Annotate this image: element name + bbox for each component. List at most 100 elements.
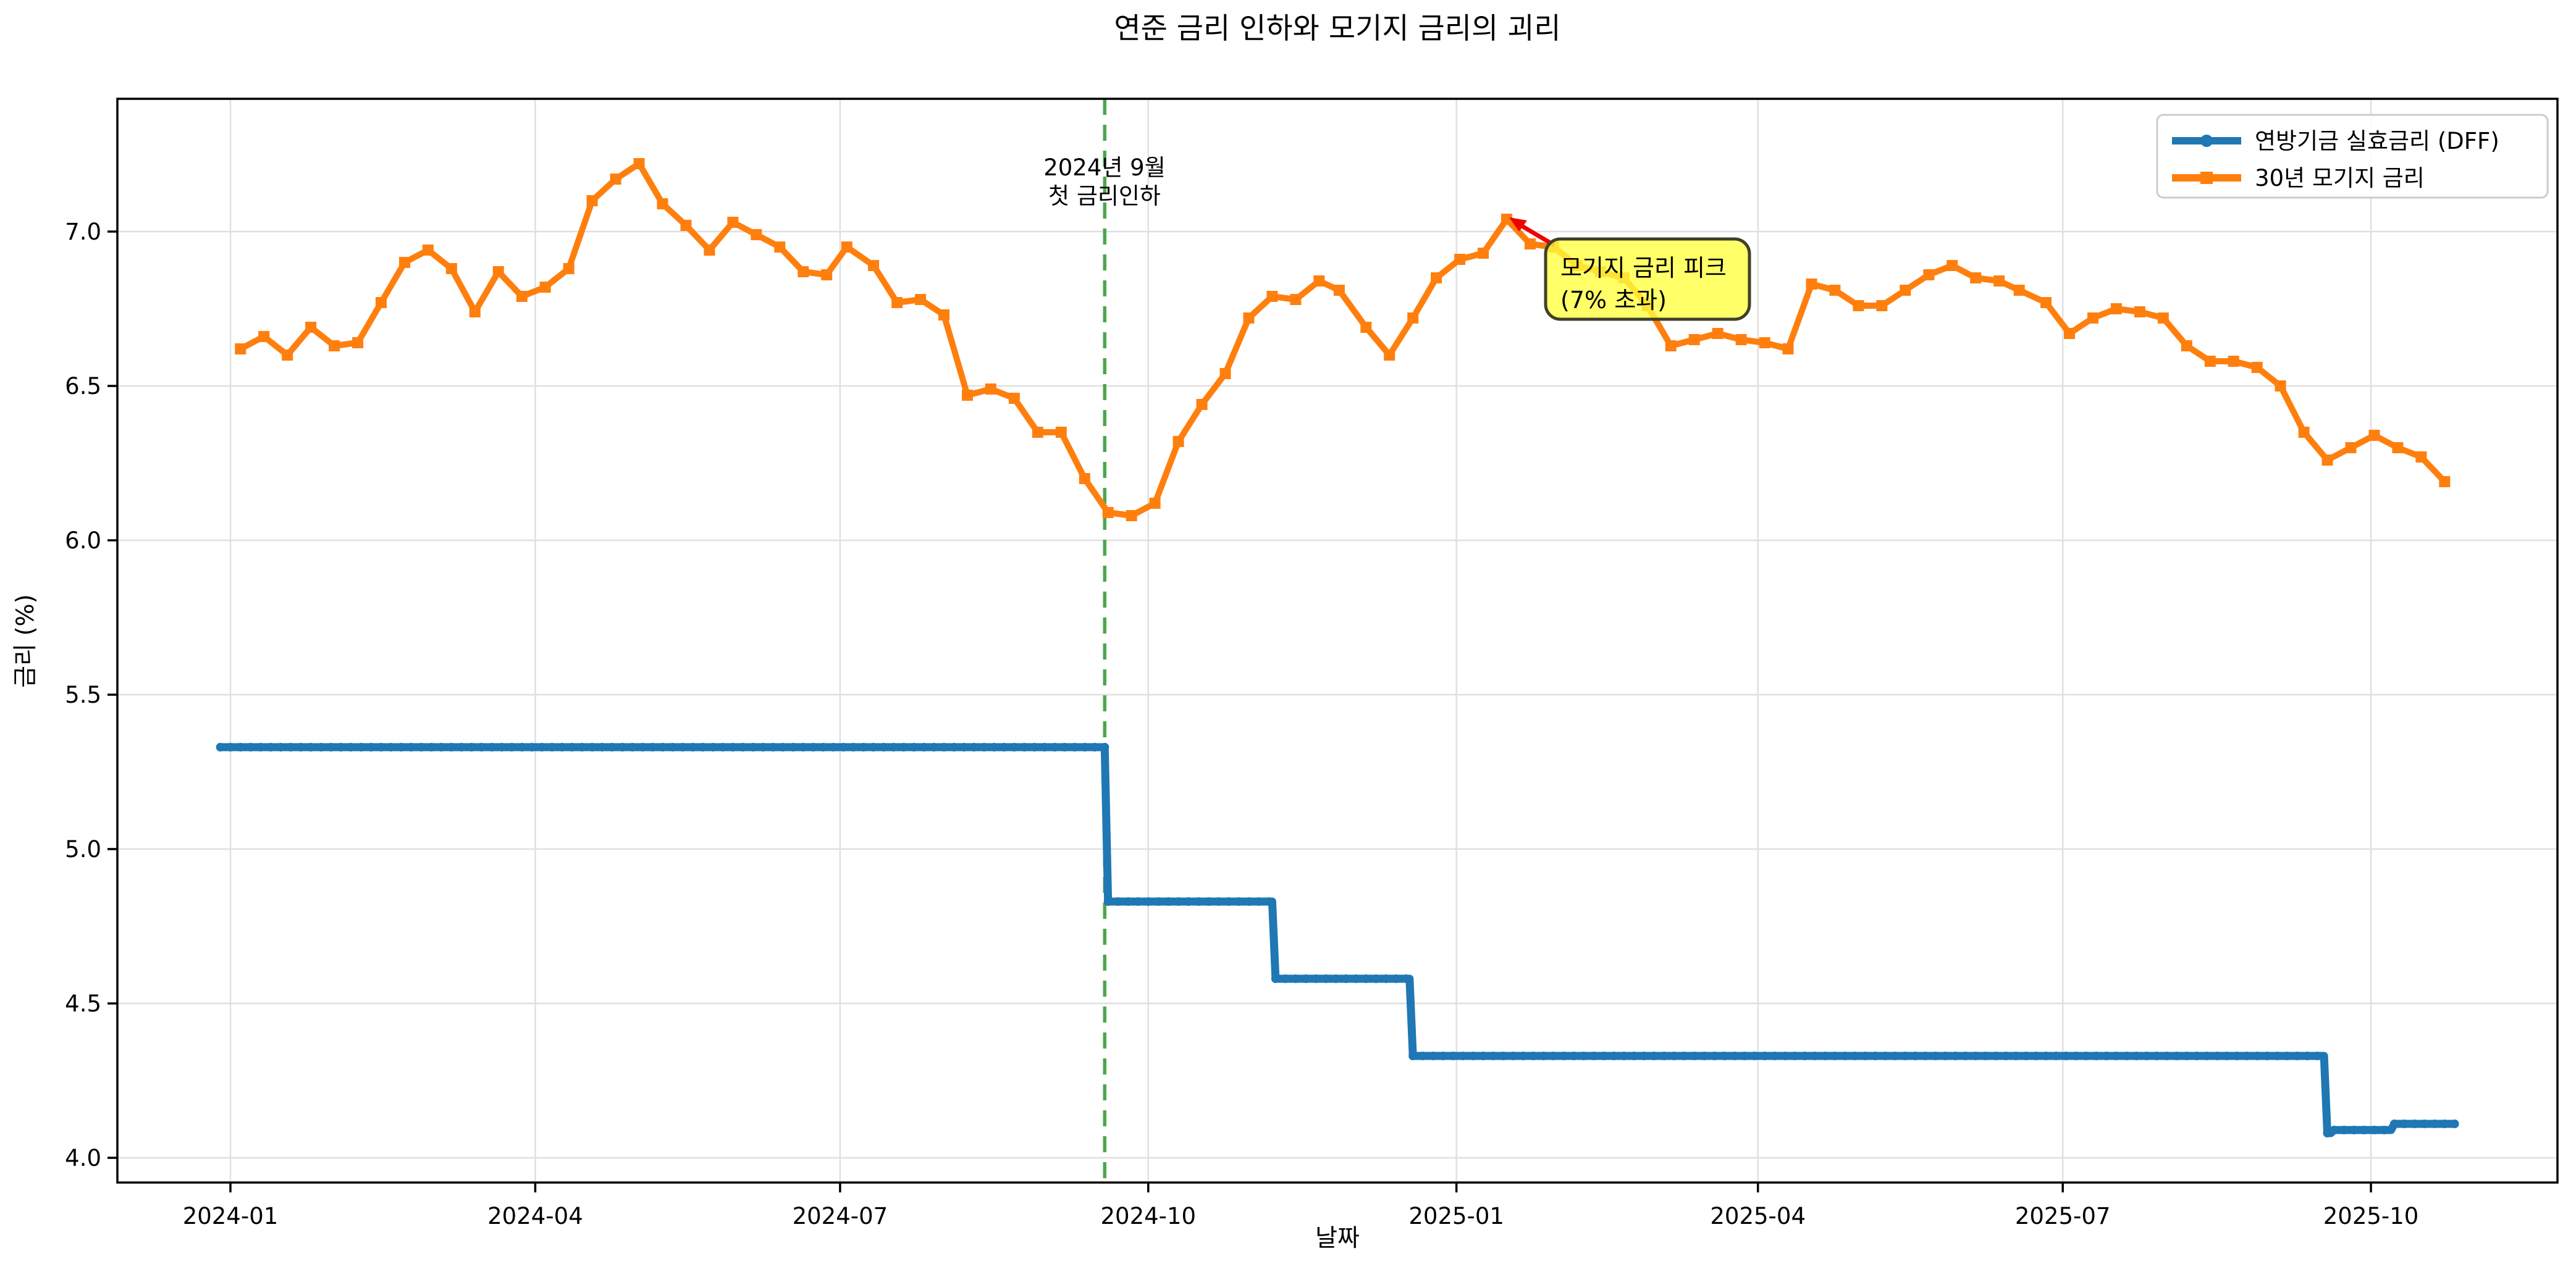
- dff-marker: [1579, 1052, 1588, 1060]
- dff-marker: [497, 743, 507, 752]
- dff-marker: [387, 743, 396, 752]
- mortgage-marker: [2204, 356, 2216, 367]
- dff-marker: [2042, 1052, 2050, 1060]
- dff-marker: [1710, 1052, 1719, 1060]
- dff-marker: [940, 743, 948, 752]
- dff-marker: [1449, 1052, 1458, 1060]
- dff-marker: [889, 743, 898, 752]
- mortgage-marker: [868, 260, 880, 271]
- dff-marker: [1790, 1052, 1799, 1060]
- rate-cut-label-line2: 첫 금리인하: [1048, 183, 1161, 209]
- dff-marker: [1609, 1052, 1618, 1060]
- mortgage-marker: [2157, 312, 2169, 324]
- dff-marker: [2339, 1126, 2349, 1134]
- mortgage-marker: [1102, 507, 1114, 518]
- dff-marker: [1154, 897, 1163, 906]
- dff-marker: [1311, 974, 1320, 983]
- dff-marker: [1134, 897, 1143, 906]
- mortgage-marker: [2013, 285, 2025, 296]
- mortgage-marker: [1243, 312, 1255, 324]
- dff-marker: [1468, 1052, 1478, 1060]
- plot-border: [116, 98, 2559, 1184]
- dff-marker: [1281, 974, 1290, 983]
- dff-marker: [1659, 1052, 1669, 1060]
- dff-marker: [2071, 1052, 2081, 1060]
- dff-marker: [1599, 1052, 1609, 1060]
- mortgage-marker: [469, 306, 481, 317]
- mortgage-marker: [1501, 214, 1512, 225]
- mortgage-marker: [1478, 248, 1489, 259]
- dff-marker: [1720, 1052, 1729, 1060]
- dff-marker: [2212, 1052, 2221, 1060]
- mortgage-marker: [1032, 427, 1043, 438]
- dff-marker: [1254, 897, 1263, 906]
- dff-marker: [1630, 1052, 1639, 1060]
- dff-marker: [2283, 1052, 2292, 1060]
- dff-marker: [467, 743, 476, 752]
- dff-marker: [668, 743, 677, 752]
- dff-marker: [2349, 1126, 2359, 1134]
- mortgage-marker: [774, 241, 786, 253]
- dff-marker: [2370, 1126, 2379, 1134]
- dff-marker: [2102, 1052, 2111, 1060]
- dff-marker: [1851, 1052, 1859, 1060]
- mortgage-marker: [1313, 275, 1325, 287]
- dff-marker: [1971, 1052, 1980, 1060]
- dff-marker: [437, 743, 446, 752]
- mortgage-marker: [1853, 300, 1864, 311]
- mortgage-marker: [1384, 350, 1395, 361]
- dff-marker: [1479, 1052, 1488, 1060]
- mortgage-marker: [1782, 343, 1794, 354]
- dff-marker: [1164, 897, 1173, 906]
- dff-marker: [1080, 743, 1089, 752]
- dff-marker: [1991, 1052, 2000, 1060]
- y-tick-label: 5.5: [65, 682, 101, 708]
- dff-marker: [1204, 897, 1213, 906]
- dff-marker: [2440, 1120, 2449, 1128]
- mortgage-marker: [657, 198, 668, 209]
- dff-marker: [1265, 897, 1273, 906]
- mortgage-marker: [399, 257, 410, 268]
- dff-marker: [1750, 1052, 1759, 1060]
- mortgage-marker: [2040, 297, 2052, 308]
- dff-marker: [2182, 1052, 2191, 1060]
- rate-cut-label-line1: 2024년 9월: [1043, 154, 1166, 181]
- dff-marker: [2323, 1129, 2332, 1137]
- dff-marker: [618, 743, 627, 752]
- dff-marker: [608, 743, 617, 752]
- dff-marker: [296, 743, 305, 752]
- mortgage-marker: [1431, 272, 1442, 283]
- mortgage-marker: [2275, 380, 2286, 391]
- dff-marker: [587, 743, 597, 752]
- dff-marker: [708, 743, 717, 752]
- mortgage-marker: [1759, 337, 1770, 348]
- dff-marker: [1699, 1052, 1709, 1060]
- dff-marker: [487, 743, 496, 752]
- dff-marker: [276, 743, 285, 752]
- dff-marker: [1509, 1052, 1518, 1060]
- mortgage-marker: [2181, 340, 2192, 351]
- mortgage-marker: [915, 294, 927, 305]
- dff-marker: [1760, 1052, 1769, 1060]
- dff-marker: [568, 743, 577, 752]
- mortgage-marker: [1360, 322, 1372, 333]
- mortgage-marker: [985, 383, 996, 395]
- dff-marker: [1009, 743, 1019, 752]
- y-tick-label: 4.5: [65, 990, 101, 1017]
- dff-marker: [457, 743, 466, 752]
- dff-marker: [1649, 1052, 1659, 1060]
- peak-arrow-line: [1520, 223, 1555, 248]
- dff-marker: [1352, 974, 1360, 983]
- dff-marker: [447, 743, 456, 752]
- dff-marker: [2390, 1120, 2399, 1128]
- dff-marker: [1880, 1052, 1890, 1060]
- mortgage-marker: [1454, 254, 1466, 265]
- dff-marker: [698, 743, 707, 752]
- dff-marker: [1244, 897, 1253, 906]
- mortgage-marker: [751, 229, 762, 240]
- dff-marker: [1090, 743, 1099, 752]
- dff-marker: [1114, 897, 1122, 906]
- mortgage-marker: [445, 263, 457, 274]
- x-tick-label: 2024-07: [793, 1203, 888, 1229]
